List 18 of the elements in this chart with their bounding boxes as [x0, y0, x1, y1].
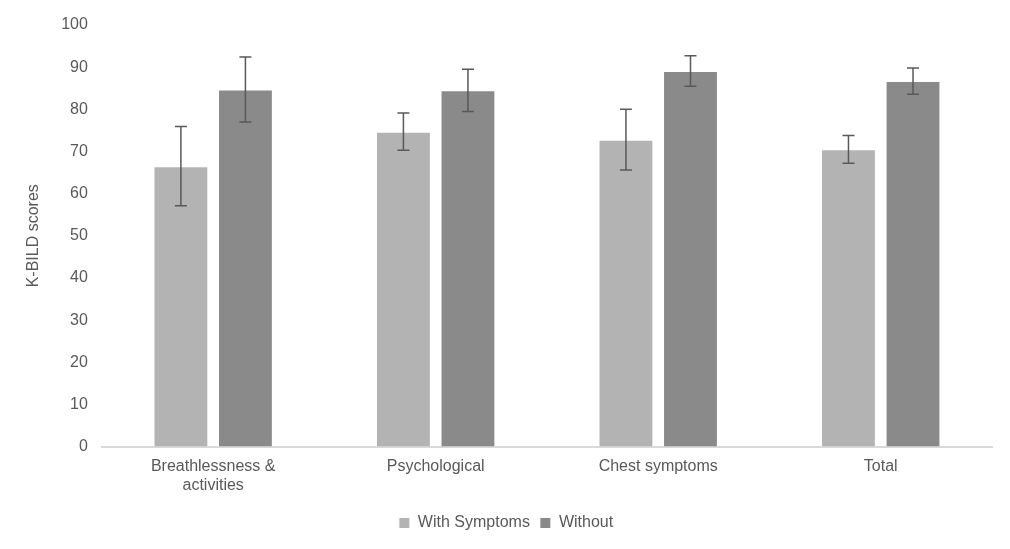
y-tick-label: 10 [70, 394, 88, 412]
y-tick-label: 60 [70, 184, 88, 202]
x-tick-label: Psychological [386, 456, 485, 474]
y-axis-title: K-BILD scores [24, 184, 42, 288]
y-tick-label: 40 [70, 268, 88, 286]
x-tick-label: Total [863, 456, 898, 474]
legend-label: Without [558, 513, 614, 531]
y-tick-label: 0 [78, 437, 88, 455]
x-tick-label: Breathlessness & activities [150, 456, 276, 493]
y-tick-label: 50 [70, 226, 88, 244]
y-tick-label: 90 [70, 57, 88, 75]
y-tick-label: 30 [70, 310, 88, 328]
y-tick-label: 80 [70, 99, 88, 117]
y-tick-label: 100 [61, 15, 88, 33]
legend-label: With Symptoms [417, 513, 530, 531]
y-tick-label: 70 [70, 141, 88, 159]
y-tick-label: 20 [70, 352, 88, 370]
x-tick-label: Chest symptoms [598, 456, 718, 474]
